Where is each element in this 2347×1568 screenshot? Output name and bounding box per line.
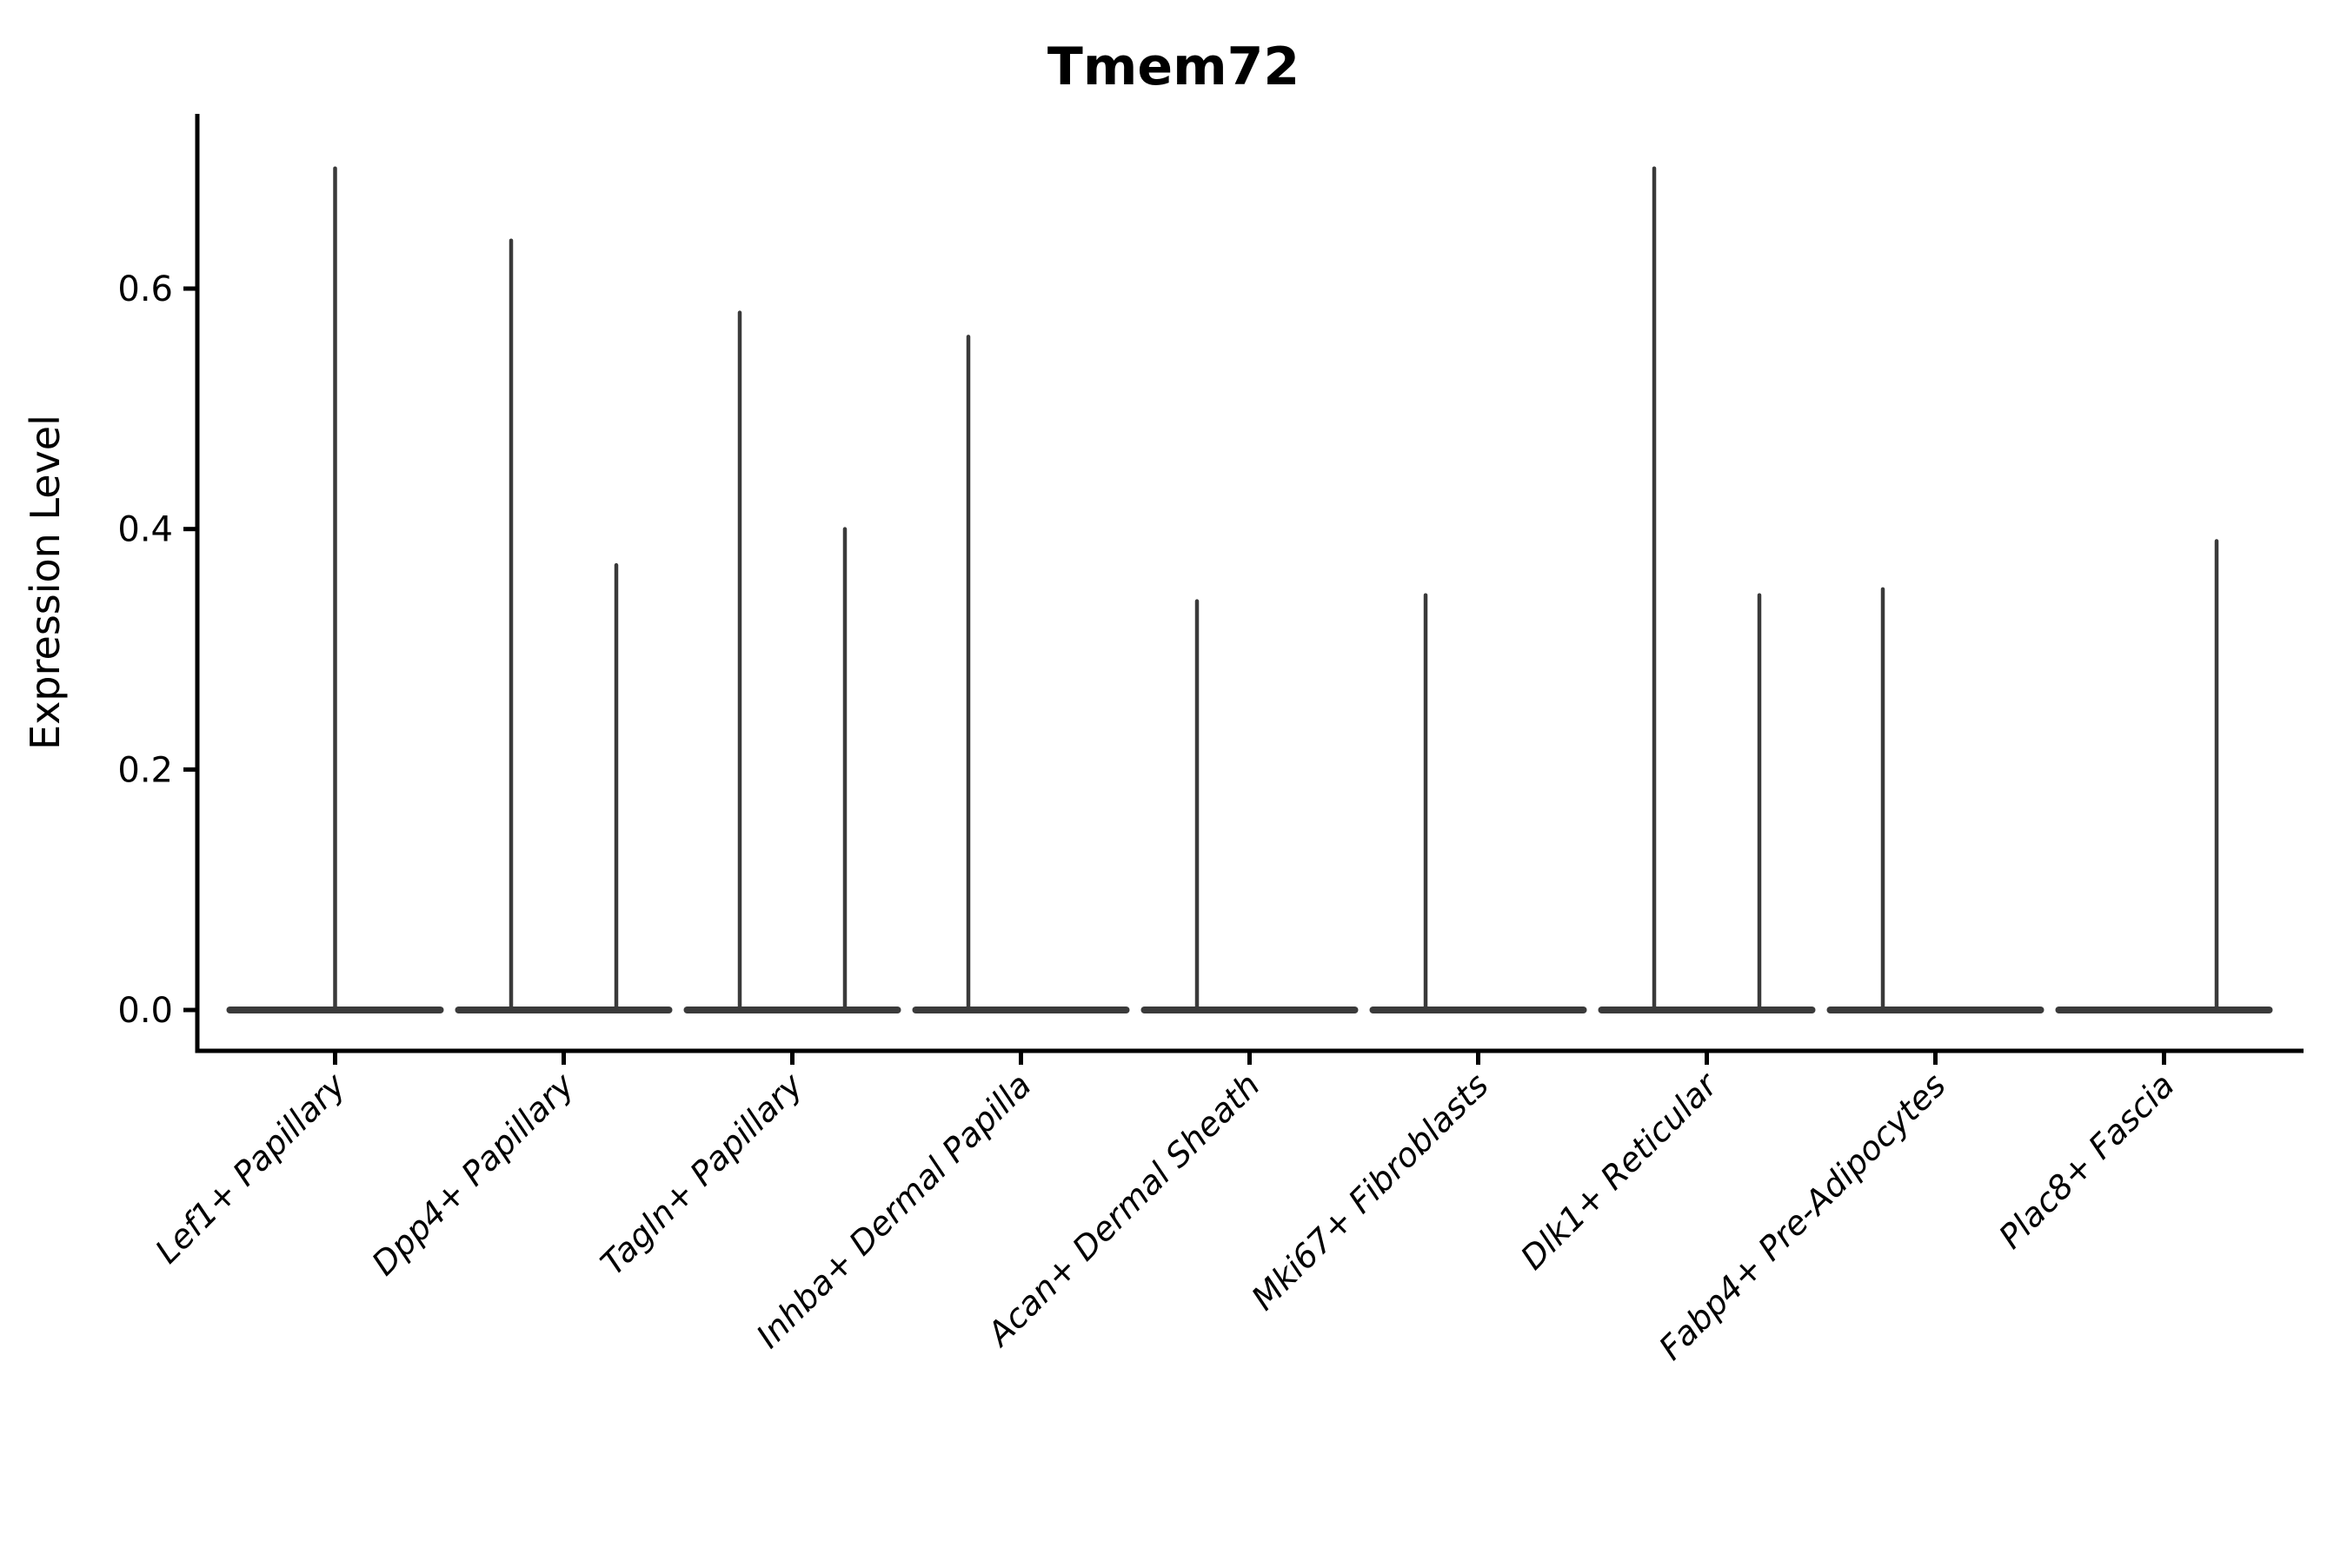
x-axis-ticks-and-labels: Lef1+ Papillary Dpp4+ Papillary Tagln+ Pap…: [148, 1051, 2182, 1367]
y-tick-label: 0.6: [117, 269, 173, 309]
x-tick-label: Tagln+ Papillary: [594, 1066, 811, 1283]
x-tick-label: Lef1+ Papillary: [148, 1066, 353, 1271]
plot-title: Tmem72: [1047, 37, 1300, 97]
x-tick-label: Mki67+ Fibroblasts: [1244, 1066, 1496, 1318]
x-tick-label: Plac8+ Fascia: [1991, 1066, 2182, 1256]
y-tick-label: 0.2: [117, 750, 173, 790]
x-tick-label: Dlk1+ Reticular: [1513, 1065, 1726, 1278]
y-tick-label: 0.4: [117, 510, 173, 550]
violins: [226, 166, 2273, 1013]
y-axis-label: Expression Level: [22, 415, 69, 750]
x-tick-label: Dpp4+ Papillary: [364, 1066, 582, 1283]
y-axis-ticks: 0.0 0.2 0.4 0.6: [117, 269, 197, 1031]
y-tick-label: 0.0: [117, 991, 173, 1031]
